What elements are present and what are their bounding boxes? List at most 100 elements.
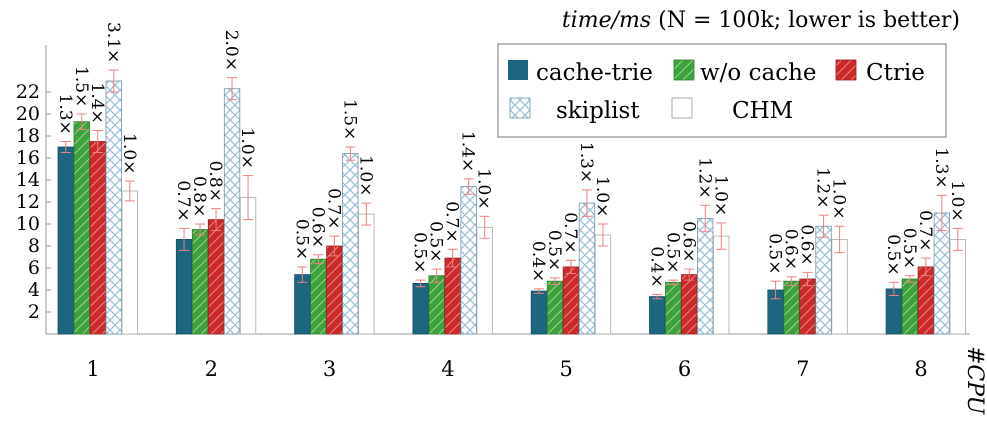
y-tick-label: 4 [28,279,40,301]
bar-chm [831,238,848,335]
ratio-label-w-o-cache: 0.6× [307,207,327,248]
ratio-label-cache-trie: 1.3× [55,94,75,135]
x-axis-categories: 1 2 3 4 5 6 7 8 [86,357,927,381]
x-category-label: 4 [441,357,454,381]
ratio-label-skiplist: 1.2× [813,167,833,208]
chart-title-italic: time/ms [562,8,651,33]
bar-chm [358,213,375,335]
bar-chm [594,234,612,335]
bar-skiplist [697,218,714,335]
bars-layer [57,80,966,335]
y-tick-label: 10 [16,213,40,235]
bar-cache-trie [530,290,548,335]
bar-cache-trie [412,282,429,335]
ratio-label-w-o-cache: 0.5× [426,221,446,262]
ratio-label-ctrie: 0.8× [205,161,225,202]
y-tick-label: 22 [16,81,40,103]
bar-w-o-cache [546,280,564,335]
legend-label-ctrie: Ctrie [866,60,925,86]
bar-skiplist [223,88,241,335]
ratio-label-skiplist: 1.5× [339,99,359,140]
ratio-label-chm: 1.0× [474,168,494,209]
y-tick-label: 16 [16,147,40,169]
ratio-label-chm: 1.0× [592,176,612,217]
ratio-label-w-o-cache: 0.8× [189,176,209,217]
ratio-label-ctrie: 0.7× [442,201,462,242]
ratio-label-skiplist: 1.2× [694,157,714,198]
ratio-label-cache-trie: 0.7× [173,180,193,221]
bar-ctrie [444,257,461,335]
error-bars-layer [60,69,963,300]
bar-skiplist [933,212,950,335]
bar-w-o-cache [783,280,800,335]
chart-title-rest: (N = 100k; lower is better) [651,8,960,33]
bar-w-o-cache [310,258,327,335]
ratio-label-ctrie: 0.7× [915,210,935,251]
ratio-label-cache-trie: 0.5× [291,219,311,260]
bar-ctrie [207,219,225,335]
x-category-label: 7 [796,357,809,381]
legend-label-skiplist: skiplist [556,98,640,124]
bar-skiplist [578,202,596,335]
bar-ctrie [562,266,580,335]
y-tick-label: 18 [16,125,40,147]
bar-w-o-cache [901,278,918,335]
ratio-labels-layer: 1.3×1.5×1.4×3.1×1.0×0.7×0.8×0.8×2.0×1.0×… [55,22,967,288]
ratio-label-skiplist: 1.3× [576,142,596,183]
bar-skiplist [815,225,832,335]
bar-w-o-cache [191,229,209,335]
legend-label-w-o-cache: w/o cache [700,60,817,86]
legend-swatch-ctrie [835,59,857,81]
y-tick-label: 2 [28,301,40,323]
bar-chm [949,238,966,335]
ratio-label-cache-trie: 0.4× [528,241,548,282]
ratio-label-ctrie: 0.7× [560,212,580,253]
bar-chm [121,190,138,335]
x-category-label: 6 [678,357,691,381]
legend: cache-trie w/o cache Ctrie skiplist CHM [497,43,947,138]
ratio-label-cache-trie: 0.5× [410,232,430,273]
legend-box [497,43,947,138]
ratio-label-chm: 1.0× [710,175,730,216]
ratio-label-ctrie: 0.6× [797,224,817,265]
bar-ctrie [681,274,698,335]
ratio-label-ctrie: 0.6× [678,221,698,262]
legend-swatch-cache-trie [508,60,528,80]
legend-swatch-chm [671,97,693,119]
legend-label-chm: CHM [732,98,793,124]
ratio-label-w-o-cache: 0.5× [544,230,564,271]
y-tick-label: 12 [16,191,40,213]
legend-label-cache-trie: cache-trie [536,60,653,86]
x-category-label: 3 [323,357,336,381]
x-category-label: 8 [914,357,927,381]
ratio-label-skiplist: 3.1× [103,22,123,63]
ratio-label-w-o-cache: 0.6× [781,229,801,270]
y-tick-label: 20 [16,103,40,125]
ratio-label-chm: 1.0× [355,155,375,196]
ratio-label-chm: 1.0× [237,128,257,169]
bar-ctrie [799,278,816,335]
ratio-label-skiplist: 1.3× [931,147,951,188]
bar-skiplist [105,80,122,335]
x-category-label: 5 [560,357,573,381]
bar-chm [713,235,730,335]
bar-chm [476,226,493,335]
legend-swatch-skiplist [509,97,531,119]
chart-title: time/ms (N = 100k; lower is better) [562,8,960,33]
ratio-label-cache-trie: 0.5× [765,233,785,274]
bar-cache-trie [175,238,193,335]
bar-cache-trie [649,296,666,335]
ratio-label-chm: 1.0× [947,180,967,221]
ratio-label-w-o-cache: 0.5× [899,228,919,269]
bar-cache-trie [294,274,311,335]
x-axis-label: #CPU [962,346,987,416]
ratio-label-skiplist: 1.4× [458,131,478,172]
bar-ctrie [917,266,934,335]
ratio-label-ctrie: 0.7× [323,188,343,229]
ratio-label-chm: 1.0× [829,178,849,219]
bar-w-o-cache [428,275,445,335]
ratio-label-cache-trie: 0.4× [646,246,666,287]
ratio-label-skiplist: 2.0× [221,30,241,71]
